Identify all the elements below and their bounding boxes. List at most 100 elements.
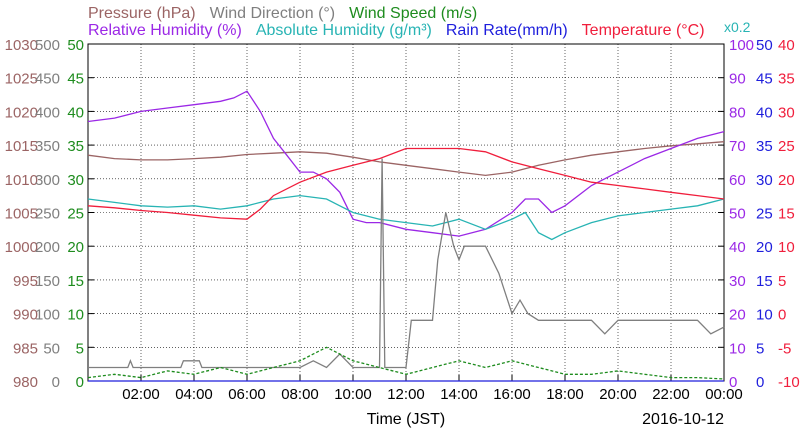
tick-relative_humidity-6: 40: [729, 239, 746, 256]
tick-pressure-6: 1000: [5, 239, 38, 256]
tick-rain_rate-7: 15: [756, 273, 773, 290]
x-tick-5: 12:00: [387, 386, 425, 403]
tick-wind_direction-10: 0: [52, 374, 60, 391]
tick-wind_direction-7: 150: [35, 273, 60, 290]
tick-pressure-3: 1015: [5, 138, 38, 155]
tick-pressure-4: 1010: [5, 172, 38, 189]
tick-wind_speed-9: 5: [76, 340, 84, 357]
tick-rain_rate-0: 50: [756, 37, 773, 54]
series-2: [87, 194, 725, 241]
x-tick-3: 08:00: [281, 386, 319, 403]
tick-pressure-8: 990: [13, 307, 38, 324]
left-axes: 1030102510201015101010051000995990985980…: [5, 37, 724, 391]
tick-relative_humidity-4: 60: [729, 172, 746, 189]
tick-rain_rate-2: 40: [756, 104, 773, 121]
legend-title_items-1: Wind Direction (°): [210, 5, 336, 22]
legend-title_items2-0: Relative Humidity (%): [88, 22, 242, 39]
tick-pressure-9: 985: [13, 340, 38, 357]
tick-wind_direction-9: 50: [43, 340, 60, 357]
tick-wind_direction-4: 300: [35, 172, 60, 189]
right-axes: 1009080706050403020100504540353025201510…: [729, 37, 800, 391]
scale-note: x0.2: [724, 19, 751, 35]
tick-temperature-0: 40: [778, 37, 795, 54]
tick-relative_humidity-3: 70: [729, 138, 746, 155]
tick-wind_speed-8: 10: [67, 307, 84, 324]
x-tick-6: 14:00: [440, 386, 478, 403]
x-tick-11: 00:00: [705, 386, 743, 403]
tick-relative_humidity-2: 80: [729, 104, 746, 121]
tick-pressure-1: 1025: [5, 71, 38, 88]
x-tick-0: 02:00: [122, 386, 160, 403]
tick-wind_speed-7: 15: [67, 273, 84, 290]
tick-wind_speed-2: 40: [67, 104, 84, 121]
series-lines: [87, 90, 725, 382]
tick-pressure-2: 1020: [5, 104, 38, 121]
tick-pressure-7: 995: [13, 273, 38, 290]
tick-pressure-10: 980: [13, 374, 38, 391]
tick-pressure-0: 1030: [5, 37, 38, 54]
x-tick-8: 18:00: [546, 386, 584, 403]
x-tick-9: 20:00: [599, 386, 637, 403]
tick-relative_humidity-8: 20: [729, 307, 746, 324]
tick-rain_rate-4: 30: [756, 172, 773, 189]
tick-temperature-2: 30: [778, 104, 795, 121]
tick-wind_speed-1: 45: [67, 71, 84, 88]
x-axis: 02:00 04:00 06:00 08:00 10:00 12:00 14:00 16:00…: [122, 375, 743, 403]
tick-temperature-3: 25: [778, 138, 795, 155]
legend-title_items-2: Wind Speed (m/s): [349, 5, 477, 22]
tick-relative_humidity-9: 10: [729, 340, 746, 357]
tick-rain_rate-6: 20: [756, 239, 773, 256]
tick-rain_rate-3: 35: [756, 138, 773, 155]
grid: [88, 44, 724, 381]
tick-rain_rate-9: 5: [756, 340, 764, 357]
series-1: [87, 90, 725, 237]
tick-relative_humidity-0: 100: [729, 37, 754, 54]
tick-wind_direction-2: 400: [35, 104, 60, 121]
tick-rain_rate-8: 10: [756, 307, 773, 324]
tick-temperature-9: -5: [778, 340, 791, 357]
tick-wind_speed-3: 35: [67, 138, 84, 155]
tick-temperature-10: -10: [778, 374, 800, 391]
tick-wind_speed-4: 30: [67, 172, 84, 189]
x-tick-2: 06:00: [228, 386, 266, 403]
series-4: [88, 158, 725, 369]
tick-temperature-4: 20: [778, 172, 795, 189]
tick-wind_direction-8: 100: [35, 307, 60, 324]
date-label: 2016-10-12: [642, 411, 724, 428]
tick-relative_humidity-1: 90: [729, 71, 746, 88]
legend-title_items2-3: Temperature (°C): [582, 22, 705, 39]
title-row-1: Pressure (hPa) Wind Direction (°) Wind Spe…: [88, 5, 477, 22]
tick-rain_rate-10: 0: [756, 374, 764, 391]
tick-wind_direction-3: 350: [35, 138, 60, 155]
tick-wind_direction-1: 450: [35, 71, 60, 88]
series-5: [87, 346, 725, 380]
tick-relative_humidity-10: 0: [729, 374, 737, 391]
x-tick-1: 04:00: [175, 386, 213, 403]
tick-rain_rate-1: 45: [756, 71, 773, 88]
tick-pressure-5: 1005: [5, 206, 38, 223]
tick-temperature-6: 10: [778, 239, 795, 256]
tick-wind_speed-10: 0: [76, 374, 84, 391]
tick-relative_humidity-5: 50: [729, 206, 746, 223]
x-tick-10: 22:00: [652, 386, 690, 403]
tick-temperature-7: 5: [778, 273, 786, 290]
legend-title_items2-2: Rain Rate(mm/h): [446, 22, 568, 39]
series-0: [87, 141, 725, 177]
tick-rain_rate-5: 25: [756, 206, 773, 223]
tick-temperature-1: 35: [778, 71, 795, 88]
tick-wind_speed-0: 50: [67, 37, 84, 54]
tick-relative_humidity-7: 30: [729, 273, 746, 290]
tick-temperature-8: 0: [778, 307, 786, 324]
x-axis-label: Time (JST): [367, 411, 446, 428]
tick-temperature-5: 15: [778, 206, 795, 223]
x-tick-7: 16:00: [493, 386, 531, 403]
tick-wind_speed-6: 20: [67, 239, 84, 256]
series-3: [87, 147, 725, 220]
tick-wind_direction-0: 500: [35, 37, 60, 54]
tick-wind_direction-6: 200: [35, 239, 60, 256]
legend-title_items2-1: Absolute Humidity (g/m³): [256, 22, 432, 39]
legend-title_items-0: Pressure (hPa): [88, 5, 196, 22]
title-row-2: Relative Humidity (%) Absolute Humidity (…: [88, 22, 705, 39]
tick-wind_speed-5: 25: [67, 206, 84, 223]
x-tick-4: 10:00: [334, 386, 372, 403]
